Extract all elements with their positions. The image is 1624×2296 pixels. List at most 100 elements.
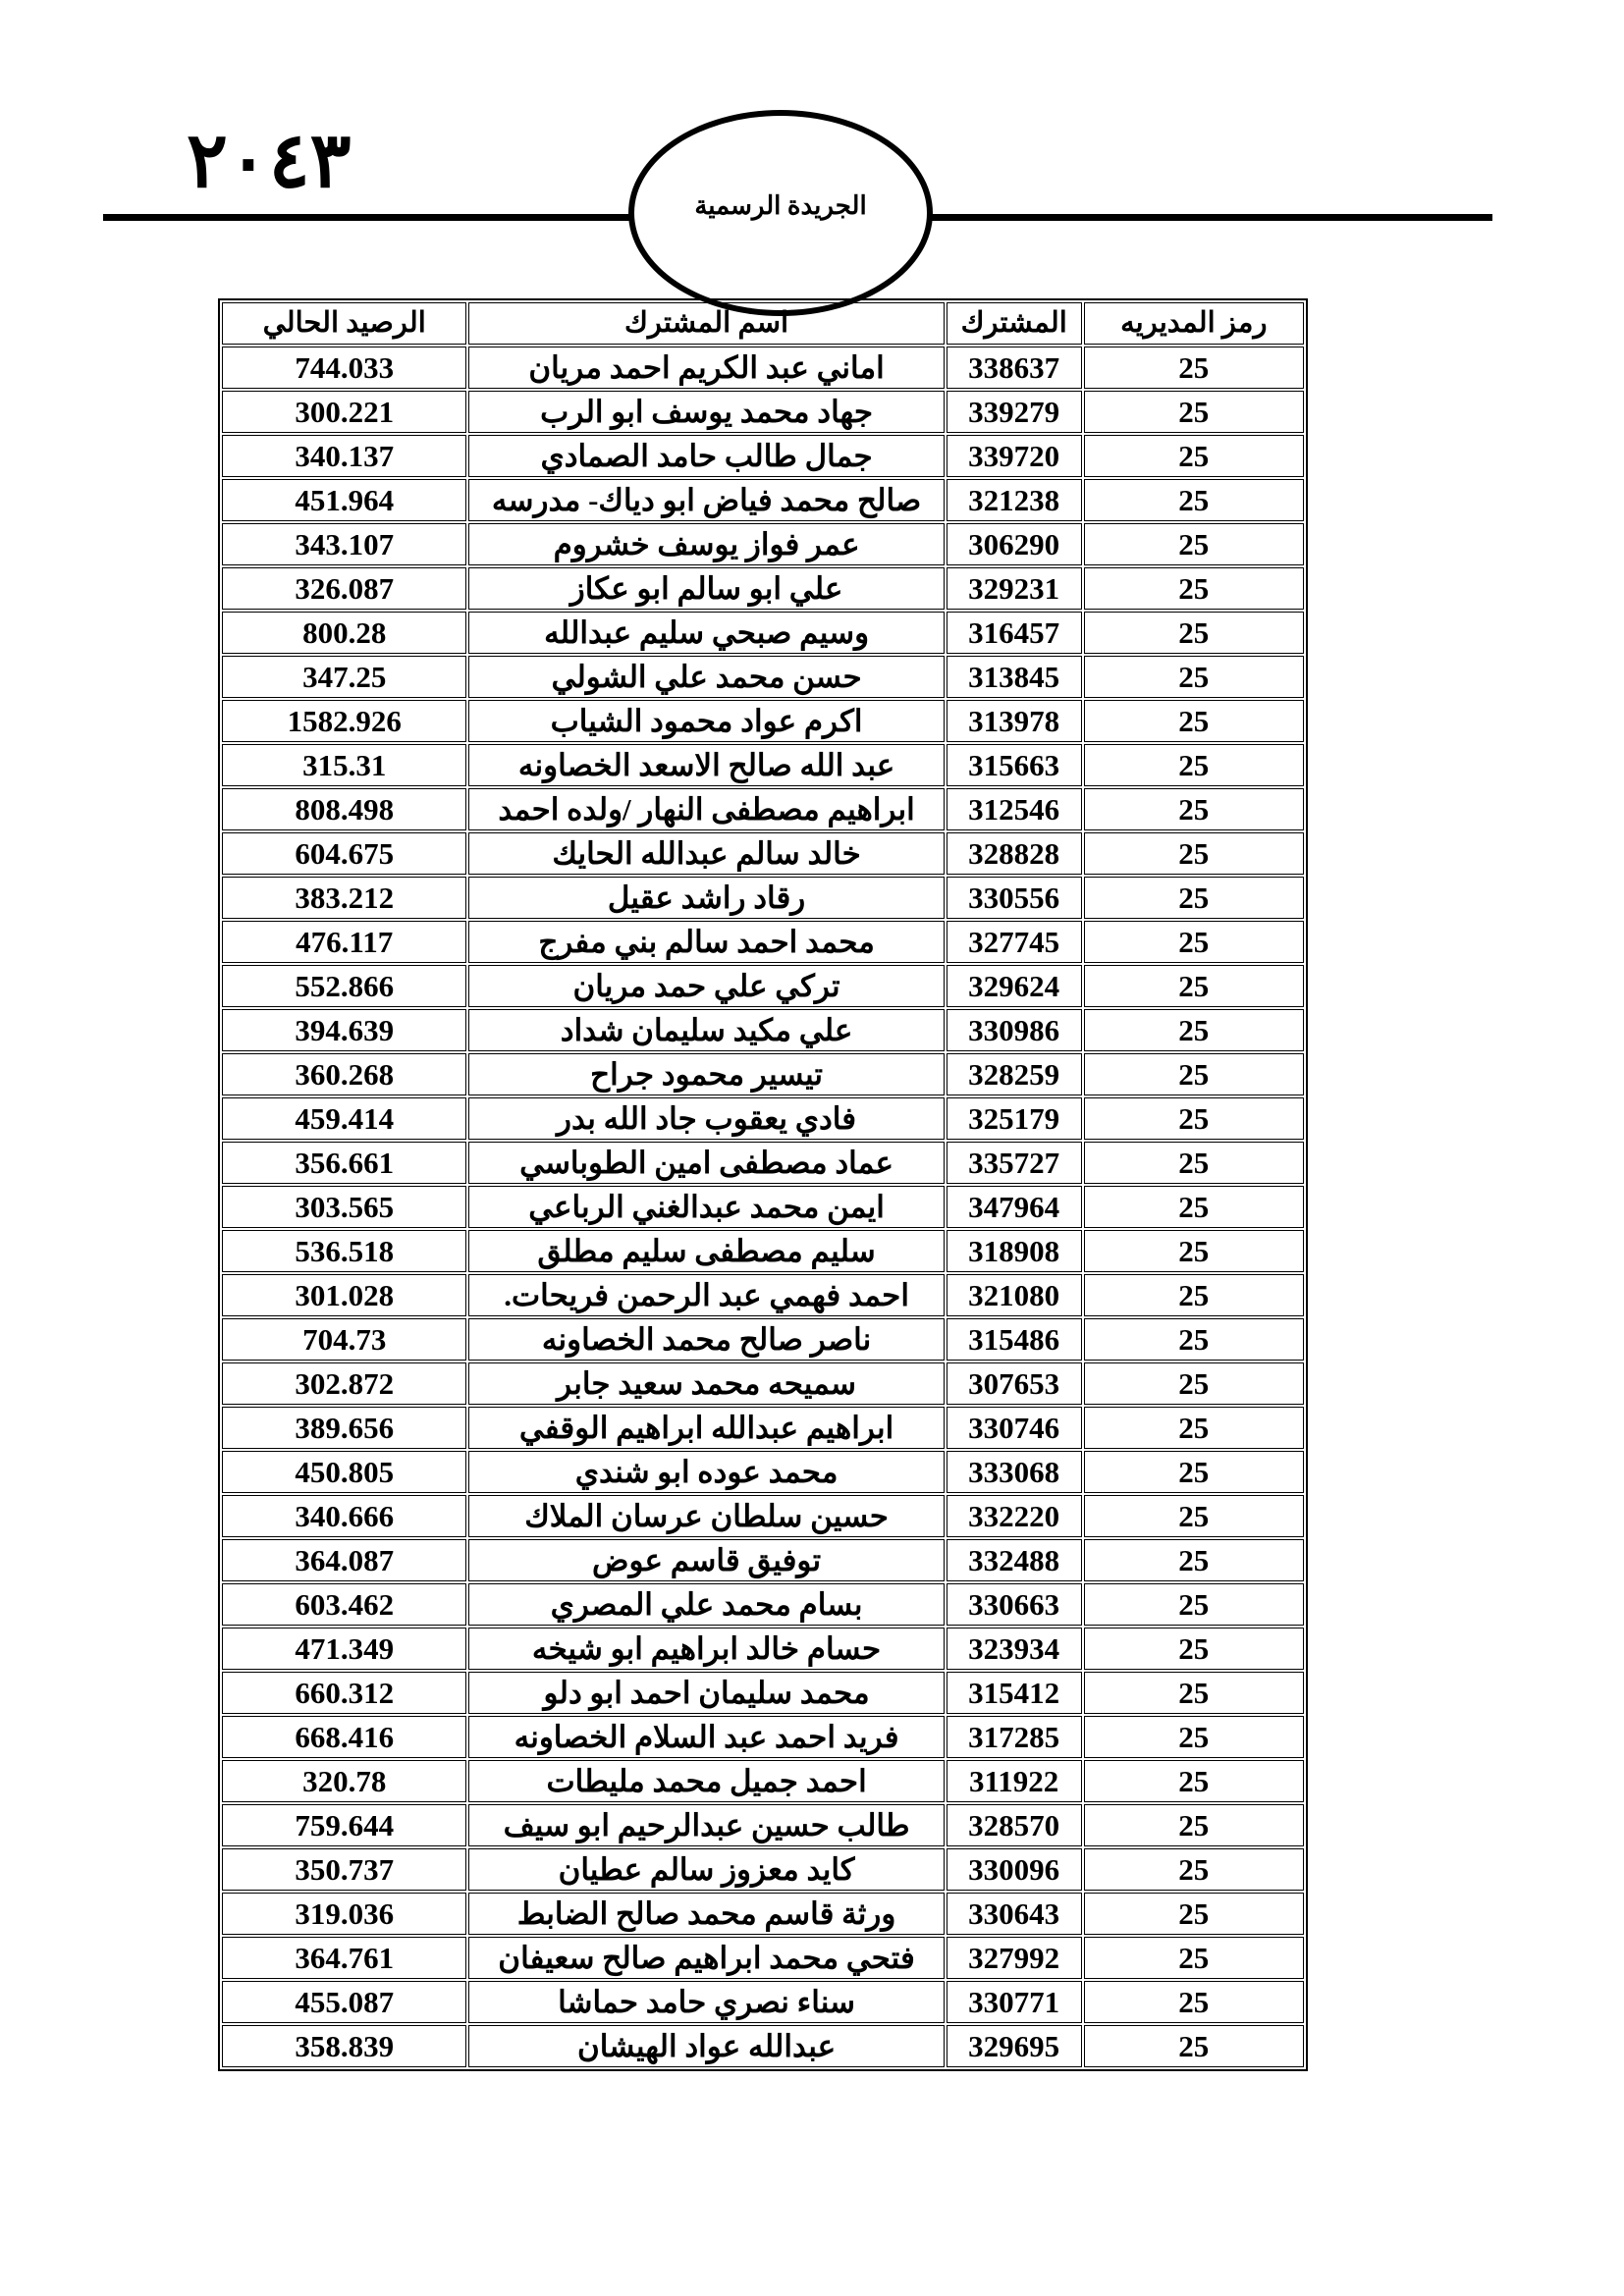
table-row: 25 315663 عبد الله صالح الاسعد الخصاونه 315… [222, 744, 1304, 786]
directorate-code-cell: 25 [1083, 656, 1304, 698]
directorate-code-cell: 25 [1083, 1097, 1304, 1140]
subscriber-number-cell: 329231 [946, 567, 1082, 610]
table-row: 25 307653 سميحه محمد سعيد جابر 302.872 [222, 1362, 1304, 1405]
directorate-code-cell: 25 [1083, 347, 1304, 389]
table-row: 25 315486 ناصر صالح محمد الخصاونه 704.73 [222, 1318, 1304, 1361]
balance-cell: 319.036 [222, 1893, 467, 1935]
directorate-code-cell: 25 [1083, 1230, 1304, 1272]
balance-cell: 476.117 [222, 921, 467, 963]
directorate-code-cell: 25 [1083, 1937, 1304, 1979]
table-row: 25 317285 فريد احمد عبد السلام الخصاونه 668… [222, 1716, 1304, 1758]
subscriber-number-cell: 317285 [946, 1716, 1082, 1758]
subscriber-name-cell: ابراهيم مصطفى النهار /ولده احمد [468, 788, 945, 830]
table-row: 25 315412 محمد سليمان احمد ابو دلو 660.312 [222, 1672, 1304, 1714]
balance-cell: 394.639 [222, 1009, 467, 1051]
subscriber-number-cell: 332220 [946, 1495, 1082, 1537]
directorate-code-cell: 25 [1083, 1053, 1304, 1095]
directorate-code-cell: 25 [1083, 1539, 1304, 1581]
subscriber-number-cell: 335727 [946, 1142, 1082, 1184]
publication-seal: الجريدة الرسمية [628, 110, 933, 316]
balance-cell: 303.565 [222, 1186, 467, 1228]
directorate-code-cell: 25 [1083, 1362, 1304, 1405]
table-row: 25 330986 علي مكيد سليمان شداد 394.639 [222, 1009, 1304, 1051]
table-row: 25 306290 عمر فواز يوسف خشروم 343.107 [222, 523, 1304, 565]
directorate-code-cell: 25 [1083, 788, 1304, 830]
balance-cell: 660.312 [222, 1672, 467, 1714]
balance-cell: 536.518 [222, 1230, 467, 1272]
table-row: 25 330746 ابراهيم عبدالله ابراهيم الوقفي 38… [222, 1407, 1304, 1449]
subscriber-number-cell: 315412 [946, 1672, 1082, 1714]
table-row: 25 313845 حسن محمد علي الشولي 347.25 [222, 656, 1304, 698]
balance-cell: 704.73 [222, 1318, 467, 1361]
balance-cell: 364.761 [222, 1937, 467, 1979]
subscriber-name-cell: محمد احمد سالم بني مفرج [468, 921, 945, 963]
table-row: 25 347964 ايمن محمد عبدالغني الرباعي 303.56… [222, 1186, 1304, 1228]
subscriber-name-cell: احمد جميل محمد مليطات [468, 1760, 945, 1802]
balance-cell: 604.675 [222, 832, 467, 875]
subscriber-number-cell: 313978 [946, 700, 1082, 742]
subscriber-number-cell: 321238 [946, 479, 1082, 521]
subscriber-number-cell: 312546 [946, 788, 1082, 830]
subscriber-number-cell: 339279 [946, 391, 1082, 433]
table-row: 25 328828 خالد سالم عبدالله الحايك 604.675 [222, 832, 1304, 875]
subscriber-number-cell: 330643 [946, 1893, 1082, 1935]
table-row: 25 333068 محمد عوده ابو شندي 450.805 [222, 1451, 1304, 1493]
table-row: 25 329695 عبدالله عواد الهيشان 358.839 [222, 2025, 1304, 2067]
subscriber-number-cell: 313845 [946, 656, 1082, 698]
balance-cell: 343.107 [222, 523, 467, 565]
table-row: 25 318908 سليم مصطفى سليم مطلق 536.518 [222, 1230, 1304, 1272]
subscriber-number-cell: 311922 [946, 1760, 1082, 1802]
table-row: 25 332488 توفيق قاسم عوض 364.087 [222, 1539, 1304, 1581]
subscriber-name-cell: سليم مصطفى سليم مطلق [468, 1230, 945, 1272]
subscriber-number-cell: 327745 [946, 921, 1082, 963]
subscriber-number-cell: 321080 [946, 1274, 1082, 1316]
subscriber-name-cell: حسن محمد علي الشولي [468, 656, 945, 698]
directorate-code-cell: 25 [1083, 2025, 1304, 2067]
balance-cell: 320.78 [222, 1760, 467, 1802]
directorate-code-cell: 25 [1083, 1628, 1304, 1670]
balance-cell: 364.087 [222, 1539, 467, 1581]
subscriber-number-cell: 328259 [946, 1053, 1082, 1095]
balance-cell: 759.644 [222, 1804, 467, 1846]
subscriber-number-cell: 318908 [946, 1230, 1082, 1272]
subscriber-number-cell: 306290 [946, 523, 1082, 565]
table-row: 25 329231 علي ابو سالم ابو عكاز 326.087 [222, 567, 1304, 610]
subscriber-number-cell: 329624 [946, 965, 1082, 1007]
subscriber-name-cell: ايمن محمد عبدالغني الرباعي [468, 1186, 945, 1228]
subscriber-number-cell: 339720 [946, 435, 1082, 477]
directorate-code-cell: 25 [1083, 523, 1304, 565]
balance-cell: 471.349 [222, 1628, 467, 1670]
balance-cell: 360.268 [222, 1053, 467, 1095]
balance-cell: 302.872 [222, 1362, 467, 1405]
subscriber-number-cell: 330663 [946, 1583, 1082, 1626]
table-row: 25 335727 عماد مصطفى امين الطوباسي 356.661 [222, 1142, 1304, 1184]
subscriber-number-cell: 333068 [946, 1451, 1082, 1493]
subscriber-number-cell: 330746 [946, 1407, 1082, 1449]
subscriber-name-cell: تركي علي حمد مريان [468, 965, 945, 1007]
balance-cell: 668.416 [222, 1716, 467, 1758]
balance-cell: 389.656 [222, 1407, 467, 1449]
subscriber-name-cell: وسيم صبحي سليم عبدالله [468, 612, 945, 654]
directorate-code-cell: 25 [1083, 391, 1304, 433]
subscriber-name-cell: محمد عوده ابو شندي [468, 1451, 945, 1493]
subscriber-name-cell: خالد سالم عبدالله الحايك [468, 832, 945, 875]
subscriber-name-cell: ابراهيم عبدالله ابراهيم الوقفي [468, 1407, 945, 1449]
subscriber-number-cell: 330556 [946, 877, 1082, 919]
table-header-row: رمز المديريه المشترك اسم المشترك الرصيد … [222, 302, 1304, 345]
subscriber-name-cell: ورثة قاسم محمد صالح الضابط [468, 1893, 945, 1935]
column-header-directorate-code: رمز المديريه [1083, 302, 1304, 345]
subscriber-name-cell: علي ابو سالم ابو عكاز [468, 567, 945, 610]
directorate-code-cell: 25 [1083, 700, 1304, 742]
table-row: 25 313978 اكرم عواد محمود الشياب 1582.926 [222, 700, 1304, 742]
subscriber-number-cell: 315663 [946, 744, 1082, 786]
subscriber-number-cell: 316457 [946, 612, 1082, 654]
directorate-code-cell: 25 [1083, 1583, 1304, 1626]
balance-cell: 552.866 [222, 965, 467, 1007]
table-row: 25 339720 جمال طالب حامد الصمادي 340.137 [222, 435, 1304, 477]
subscriber-name-cell: علي مكيد سليمان شداد [468, 1009, 945, 1051]
table-row: 25 311922 احمد جميل محمد مليطات 320.78 [222, 1760, 1304, 1802]
subscriber-name-cell: جهاد محمد يوسف ابو الرب [468, 391, 945, 433]
subscriber-name-cell: احمد فهمي عبد الرحمن فريحات. [468, 1274, 945, 1316]
table-row: 25 327992 فتحي محمد ابراهيم صالح سعيفان 364… [222, 1937, 1304, 1979]
balance-cell: 603.462 [222, 1583, 467, 1626]
